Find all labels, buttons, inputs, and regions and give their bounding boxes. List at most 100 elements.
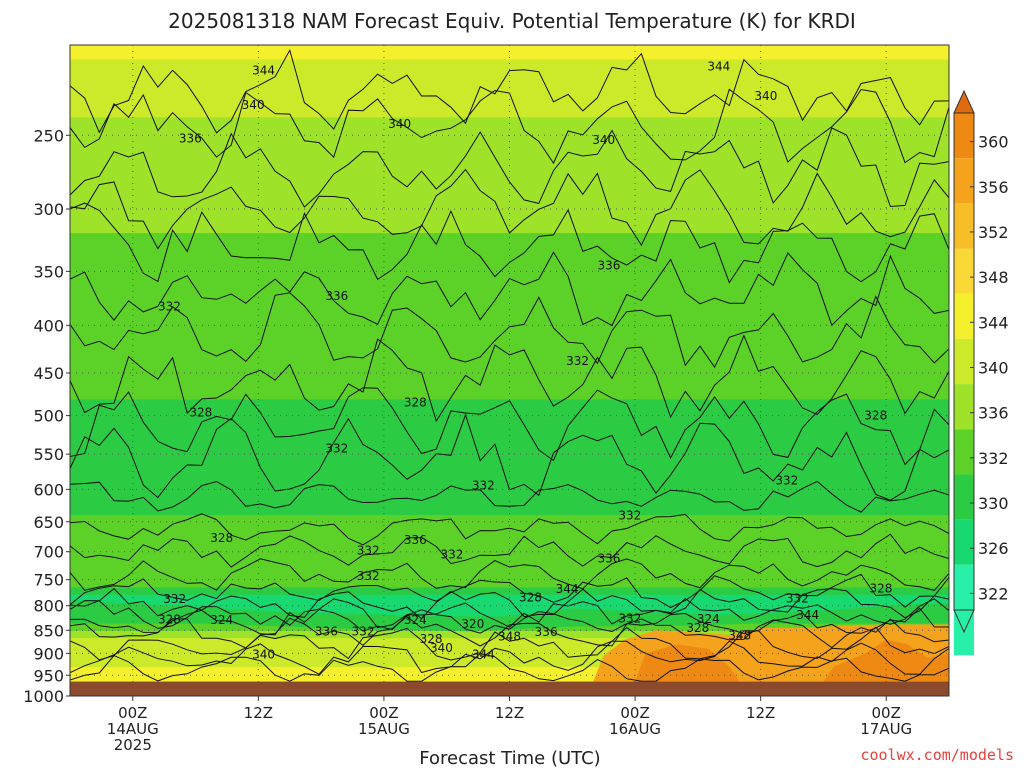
contour-label: 340 [252, 648, 275, 662]
colorbar-tick-label: 340 [978, 359, 1009, 378]
x-tick-label: 00Z [620, 704, 649, 722]
y-tick-label: 800 [33, 597, 64, 616]
field-band [70, 298, 949, 307]
contour-label: 332 [325, 441, 348, 455]
field-band [70, 573, 949, 582]
x-tick-label: 00Z [872, 704, 901, 722]
contour-label: 332 [163, 592, 186, 606]
contour-line [70, 292, 949, 369]
x-tick-label: 12Z [746, 704, 775, 722]
field-band [70, 189, 949, 198]
colorbar-segment [954, 384, 974, 430]
colorbar-segment [954, 519, 974, 565]
field-band [70, 493, 949, 502]
field-band [70, 204, 949, 213]
field-band [70, 110, 949, 119]
colorbar-tick-label: 336 [978, 404, 1009, 423]
contour-label: 328 [420, 632, 443, 646]
contour-line [70, 607, 949, 636]
field-band [70, 254, 949, 263]
contour-line [70, 334, 949, 423]
field-band [70, 442, 949, 451]
contour-label: 340 [430, 641, 453, 655]
x-tick-label: 12Z [495, 704, 524, 722]
contour-label: 328 [210, 531, 233, 545]
field-band [70, 160, 949, 169]
contour-label: 340 [754, 89, 777, 103]
field-band [70, 218, 949, 227]
field-band [70, 182, 949, 191]
colorbar-segment [954, 203, 974, 249]
field-band [70, 609, 949, 618]
field-band [70, 370, 949, 379]
colorbar-tick-label: 356 [978, 178, 1009, 197]
warm-core [635, 644, 740, 682]
field-band [70, 334, 949, 343]
colorbar-arrow-top [953, 89, 975, 114]
field-band [70, 240, 949, 249]
field-band [70, 153, 949, 162]
field-band [70, 384, 949, 393]
contour-label: 348 [498, 629, 521, 643]
contour-label: 344 [796, 608, 819, 622]
field-band [70, 45, 949, 54]
field-band [70, 580, 949, 589]
field-band [70, 507, 949, 516]
field-band [70, 262, 949, 271]
field-band [70, 500, 949, 509]
colorbar-segment [954, 293, 974, 339]
contour-label: 336 [404, 533, 427, 547]
contour-label: 332 [352, 625, 375, 639]
y-tick-label: 600 [33, 480, 64, 499]
field-band [70, 450, 949, 459]
contour-label: 328 [686, 621, 709, 635]
contour-label: 336 [597, 259, 620, 273]
field-band [70, 630, 949, 639]
contour-label: 324 [697, 612, 720, 626]
x-tick-label: 2025 [114, 736, 152, 754]
contour-label: 328 [404, 395, 427, 409]
field-band [70, 435, 949, 444]
field-band [70, 102, 949, 111]
field-band [70, 81, 949, 90]
field-band [70, 522, 949, 531]
field-band [70, 529, 949, 538]
colorbar-segment [954, 564, 974, 610]
contour-label: 332 [775, 474, 798, 488]
contour-line [70, 587, 949, 620]
field-band [70, 638, 949, 647]
x-tick-label: 15AUG [358, 720, 410, 738]
field-band [70, 290, 949, 299]
contour-label: 324 [210, 613, 233, 627]
contour-label: 328 [870, 582, 893, 596]
field-band [70, 276, 949, 285]
y-tick-label: 300 [33, 200, 64, 219]
colorbar-segment [954, 338, 974, 385]
field-band [70, 356, 949, 365]
x-tick-label: 14AUG [107, 720, 159, 738]
contour-label: 344 [707, 60, 730, 74]
y-tick-label: 500 [33, 407, 64, 426]
y-tick-label: 650 [33, 513, 64, 532]
contour-line [70, 480, 949, 513]
contour-label: 336 [315, 625, 338, 639]
field-band [70, 124, 949, 133]
x-tick-label: 12Z [244, 704, 273, 722]
contour-label: 336 [179, 131, 202, 145]
colorbar-segment [954, 248, 974, 294]
field-band [70, 348, 949, 357]
field-band [70, 645, 949, 654]
colorbar-segment [954, 429, 974, 475]
colorbar: 360 356 352 348 344 340 336 332 330 326 322 [953, 89, 1009, 656]
contour-label: 336 [597, 552, 620, 566]
x-tick-label: 16AUG [609, 720, 661, 738]
field-band [70, 225, 949, 234]
field-band [70, 464, 949, 473]
y-tick-label: 1000 [23, 687, 64, 706]
y-tick-label: 950 [33, 666, 64, 685]
field-band [70, 196, 949, 205]
contour-label: 344 [252, 63, 275, 77]
field-band [70, 211, 949, 220]
field-band [70, 247, 949, 256]
field-band [70, 428, 949, 437]
